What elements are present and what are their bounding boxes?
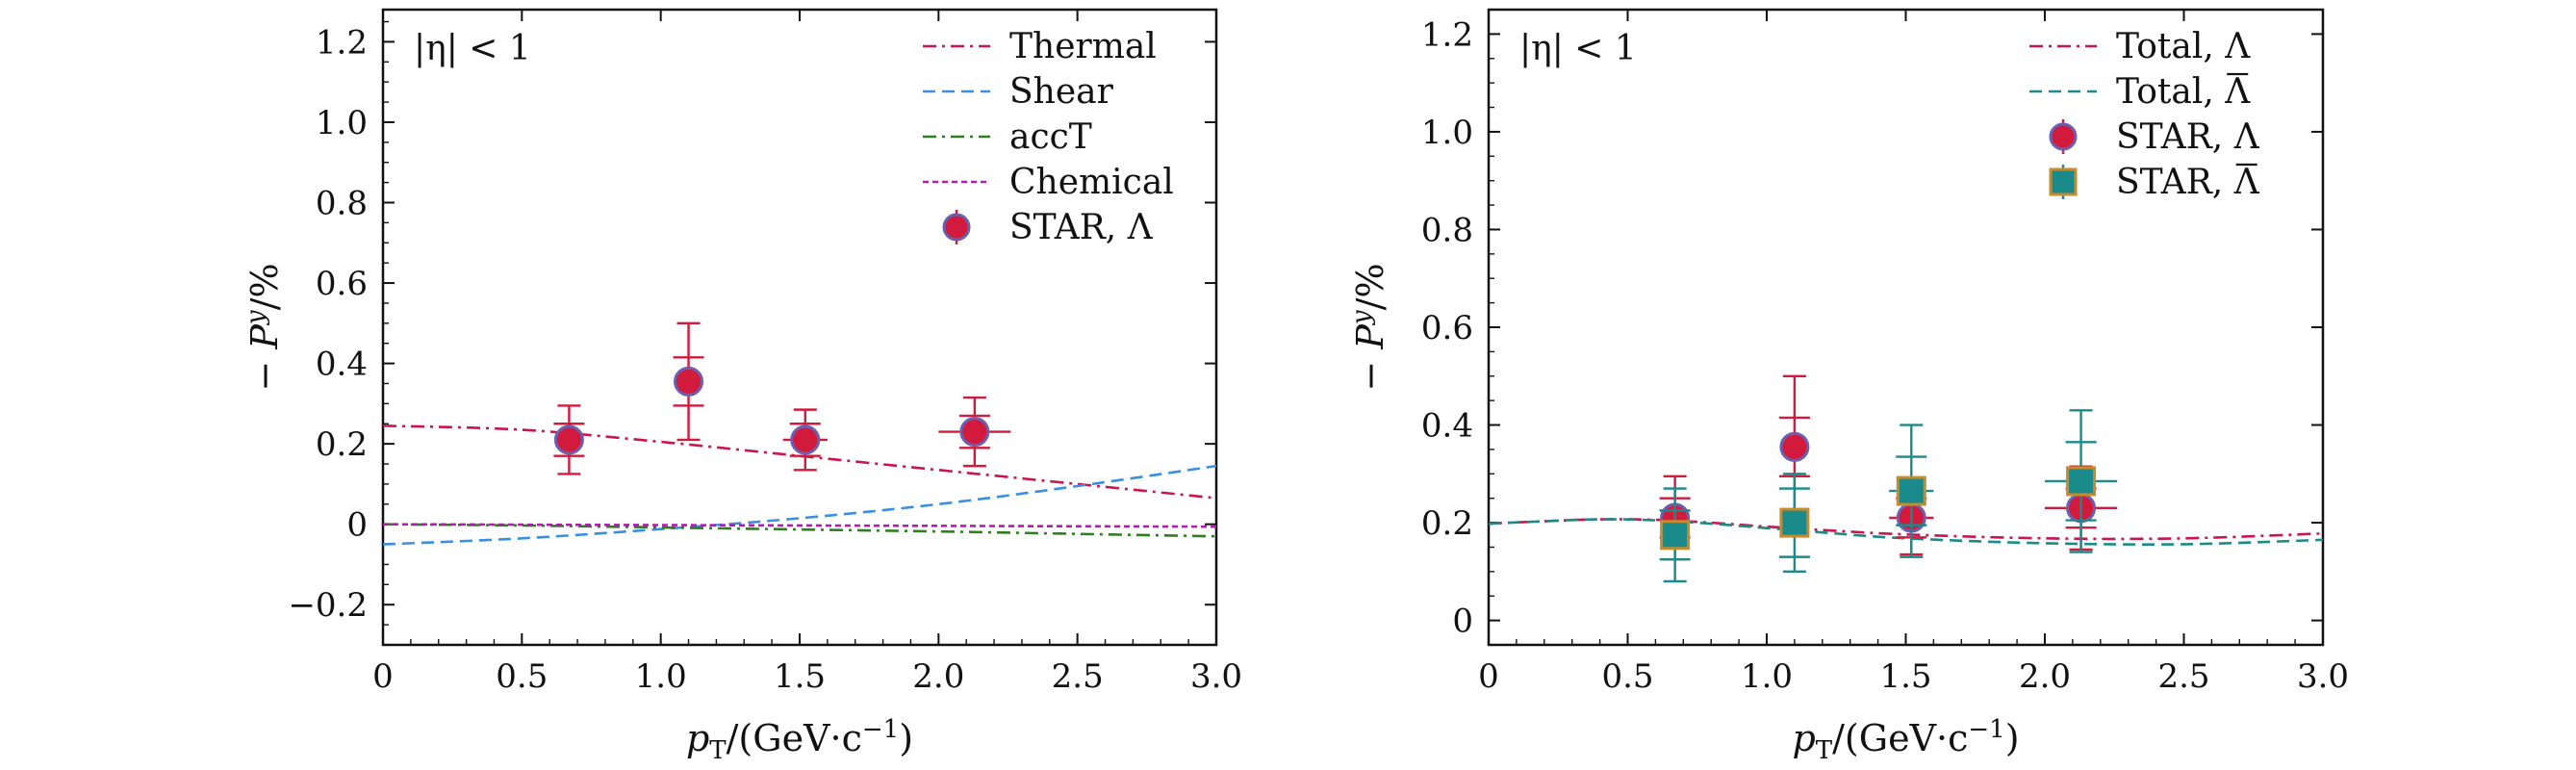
legend-label: STAR, Λ [2116,163,2260,202]
y-tick-label: 1.0 [316,104,368,142]
legend-label: Total, Λ [2116,72,2251,112]
marker-circle [1779,431,1810,462]
legend-entry-STAR, Λ: STAR, Λ [2049,117,2260,157]
legend-label: STAR, Λ [2116,117,2260,157]
legend-label: STAR, Λ [1009,208,1154,247]
series-line-Chemical [383,523,1216,528]
region-annotation: |η| < 1 [1519,29,1637,68]
chart-panel-right: 0 0.5 1.0 1.5 2.0 2.5 3.0 0 0.2 0.4 0.6 0.8 1.0 1.2 pT… [1347,8,2349,765]
y-tick-label: 0 [346,506,368,545]
legend-entry-Thermal: Thermal [923,27,1157,66]
legend-swatch-circle [942,213,971,242]
x-axis-title: pT/(GeV·c−1) [1792,715,2019,765]
data-point-STAR, Λ̄ [1889,424,1934,558]
y-tick-label: 0 [1452,603,1473,641]
marker-circle [674,366,704,397]
marker-circle [553,424,584,455]
legend-swatch-square [2049,167,2078,196]
x-tick-label: 2.5 [1052,657,1104,696]
x-tick-label: 2.0 [912,657,964,696]
legend-entry-accT: accT [923,117,1092,157]
legend-label: Thermal [1009,27,1157,66]
y-tick-label: 1.0 [1421,114,1473,152]
data-point-STAR, Λ [553,404,585,475]
data-point-STAR, Λ [938,396,1011,468]
legend-entry-Total, Λ̄: Total, Λ [2029,72,2251,112]
y-tick-label: 1.2 [316,23,368,62]
plot-area [1489,374,2323,583]
series-line-Total, Λ̄ [1489,518,2323,546]
x-tick-label: 1.5 [774,657,826,696]
series-line-Shear [383,464,1216,546]
legend-entry-STAR, Λ̄: STAR, Λ [2049,163,2260,202]
y-axis-title: − Py/% [242,263,286,391]
x-tick-label: 0.5 [1601,657,1653,696]
legend-label: Total, Λ [2116,27,2251,66]
x-tick-label: 1.0 [635,657,687,696]
x-tick-label: 2.0 [2019,657,2071,696]
x-tick-label: 3.0 [1190,657,1242,696]
x-tick-label: 0 [372,657,394,696]
x-tick-label: 0 [1478,657,1499,696]
marker-circle [959,417,990,448]
y-tick-label: 1.2 [1421,15,1473,54]
y-tick-label: 0.2 [1421,504,1473,543]
y-tick-label: −0.2 [288,586,368,625]
legend-label: accT [1009,117,1092,157]
y-axis-title: − Py/% [1347,263,1391,391]
marker-circle [790,424,821,455]
y-tick-label: 0.4 [316,346,368,384]
marker-square [1779,507,1810,538]
y-tick-label: 0.6 [1421,309,1473,347]
legend: Thermal Shear accT Chemical STAR, Λ [923,27,1174,247]
marker-square [2066,466,2097,497]
data-point-STAR, Λ̄ [1659,487,1691,583]
legend-entry-STAR, Λ: STAR, Λ [942,208,1154,247]
region-annotation: |η| < 1 [414,29,531,68]
x-tick-label: 3.0 [2297,657,2349,696]
data-point-STAR, Λ̄ [2045,409,2118,553]
chart-panel-left: 0 0.5 1.0 1.5 2.0 2.5 3.0−0.200.20.40.60.81.01… [242,8,1242,765]
y-tick-label: 0.8 [1421,211,1473,249]
marker-square [1896,475,1926,506]
y-tick-label: 0.6 [316,265,368,303]
data-point-STAR, Λ [782,408,828,472]
data-point-STAR, Λ̄ [1778,473,1810,574]
x-tick-label: 1.5 [1879,657,1931,696]
legend-label: Shear [1009,72,1114,112]
legend-entry-Total, Λ: Total, Λ [2029,27,2251,66]
x-axis-title: pT/(GeV·c−1) [686,715,913,765]
y-tick-label: 0.4 [1421,407,1473,446]
x-tick-label: 2.5 [2157,657,2209,696]
y-tick-label: 0.2 [316,425,368,464]
marker-square [1660,520,1691,551]
legend-entry-Shear: Shear [923,72,1114,112]
legend-entry-Chemical: Chemical [923,163,1174,202]
plot-area [383,321,1216,546]
legend-label: Chemical [1009,163,1174,202]
legend: Total, Λ Total, Λ STAR, Λ STAR, Λ [2029,27,2260,202]
data-point-STAR, Λ [673,321,704,442]
x-tick-label: 0.5 [496,657,548,696]
x-tick-label: 1.0 [1741,657,1793,696]
legend-swatch-circle [2049,122,2078,151]
y-tick-label: 0.8 [316,185,368,223]
